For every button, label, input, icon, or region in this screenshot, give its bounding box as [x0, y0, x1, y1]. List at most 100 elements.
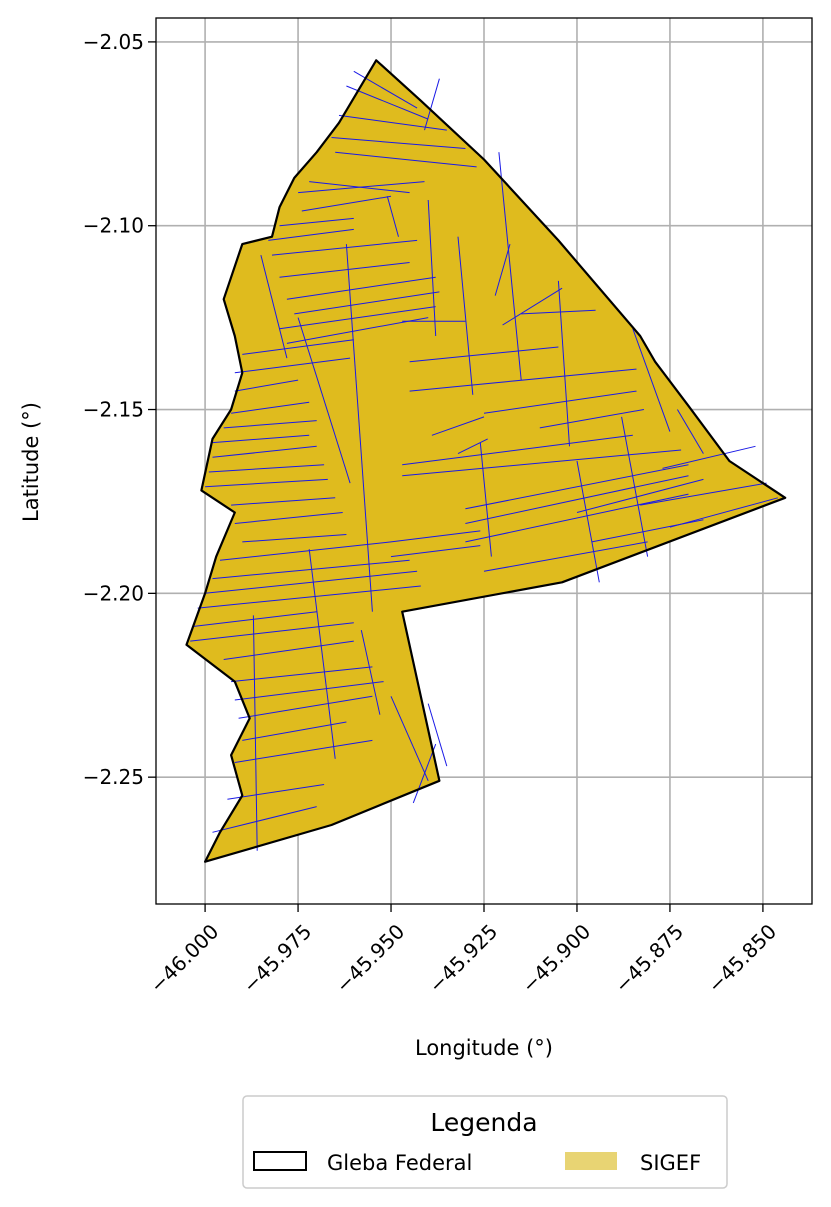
- parcel-boundary-line: [234, 512, 343, 524]
- parcel-boundary-line: [331, 137, 466, 149]
- parcel-boundary-line: [223, 640, 354, 660]
- parcel-boundary-line: [457, 236, 474, 395]
- parcel-boundary-line: [294, 291, 440, 315]
- gleba-federal-outline: [185, 59, 787, 863]
- parcel-boundary-line: [234, 379, 299, 392]
- parcel-boundary-line: [386, 196, 399, 237]
- legend-label-gleba: Gleba Federal: [327, 1151, 472, 1175]
- parcel-boundary-line: [424, 78, 440, 131]
- parcel-boundary-line: [412, 743, 437, 804]
- parcel-boundary-line: [539, 409, 644, 429]
- parcel-boundary-line: [483, 390, 637, 414]
- parcel-boundary-line: [205, 570, 418, 594]
- parcel-boundary-line: [234, 357, 351, 374]
- parcel-boundary-line: [402, 434, 633, 466]
- parcel-boundary-line: [427, 703, 448, 767]
- parcel-boundary-line: [190, 622, 354, 642]
- sigef-parcel-area: [186, 60, 786, 862]
- legend: Legenda Gleba Federal SIGEF: [242, 1095, 728, 1189]
- parcel-boundary-line: [271, 239, 418, 256]
- y-tick-label: −2.25: [83, 765, 144, 789]
- parcel-boundary-line: [409, 368, 637, 392]
- parcel-boundary-line: [345, 244, 373, 612]
- parcel-boundary-line: [669, 497, 778, 528]
- parcel-boundary-line: [234, 681, 384, 701]
- legend-title: Legenda: [430, 1108, 537, 1137]
- parcel-boundary-line: [286, 276, 436, 300]
- parcel-boundary-line: [360, 629, 381, 715]
- parcel-boundary-line: [557, 280, 570, 447]
- parcel-boundary-line: [212, 434, 310, 444]
- x-axis-title: Longitude (°): [415, 1036, 553, 1060]
- parcel-boundary-line: [402, 449, 682, 477]
- parcel-boundary-line: [234, 739, 373, 763]
- parcel-boundary-line: [242, 534, 347, 543]
- parcel-boundary-line: [260, 254, 288, 359]
- parcel-boundary-line: [676, 409, 704, 454]
- parcel-boundaries: [190, 70, 778, 851]
- parcel-boundary-line: [576, 478, 704, 513]
- parcel-boundary-line: [494, 243, 511, 296]
- parcel-boundary-line: [279, 306, 436, 330]
- y-axis-ticks: −2.05 −2.10 −2.15 −2.20 −2.25: [83, 30, 156, 789]
- parcel-boundary-line: [197, 585, 421, 609]
- parcel-boundary-line: [298, 181, 425, 194]
- parcel-boundary-line: [576, 460, 600, 583]
- y-tick-label: −2.10: [83, 214, 144, 238]
- parcel-boundary-line: [252, 615, 258, 851]
- parcel-boundary-line: [308, 549, 336, 759]
- parcel-boundary-line: [346, 85, 429, 120]
- y-tick-label: −2.05: [83, 30, 144, 54]
- parcel-boundary-line: [268, 228, 354, 241]
- parcel-boundary-line: [427, 199, 437, 337]
- y-tick-label: −2.20: [83, 581, 144, 605]
- parcel-boundary-line: [353, 70, 418, 109]
- parcel-boundary-line: [238, 695, 373, 719]
- parcel-boundary-line: [390, 545, 481, 558]
- parcel-boundary-line: [227, 784, 325, 800]
- parcel-boundary-line: [431, 416, 485, 436]
- parcel-boundary-line: [212, 559, 410, 580]
- parcel-boundary-line: [212, 445, 317, 458]
- parcel-boundary-line: [409, 346, 559, 363]
- parcel-boundary-line: [301, 195, 392, 212]
- parcel-boundary-line: [465, 475, 689, 524]
- parcel-boundary-line: [479, 442, 492, 557]
- parcel-boundary-line: [640, 482, 767, 506]
- parcel-boundary-line: [390, 696, 429, 782]
- parcel-boundary-line: [390, 530, 481, 543]
- parcel-boundary-line: [662, 445, 756, 469]
- parcel-boundary-line: [338, 114, 447, 131]
- legend-label-sigef: SIGEF: [640, 1151, 701, 1175]
- parcel-boundary-line: [212, 806, 317, 833]
- parcel-boundary-line: [286, 317, 429, 344]
- y-tick-label: −2.15: [83, 398, 144, 422]
- parcel-boundary-line: [621, 416, 649, 557]
- parcel-boundary-line: [483, 541, 648, 572]
- parcel-boundary-line: [279, 262, 410, 278]
- parcel-boundary-line: [465, 464, 689, 510]
- parcel-boundary-line: [502, 287, 563, 326]
- legend-swatch-gleba: [253, 1151, 307, 1171]
- parcel-boundary-line: [465, 493, 689, 543]
- parcel-boundary-line: [632, 328, 671, 432]
- parcel-boundary-line: [498, 152, 522, 381]
- parcel-boundary-line: [231, 497, 336, 506]
- parcel-boundary-line: [231, 401, 310, 414]
- y-axis-title: Latitude (°): [19, 402, 43, 522]
- parcel-boundary-line: [223, 420, 317, 429]
- parcel-boundary-line: [335, 151, 477, 168]
- parcel-boundary-line: [279, 217, 354, 227]
- parcel-boundary-line: [193, 611, 317, 627]
- parcel-boundary-line: [521, 309, 596, 315]
- parcel-boundary-line: [242, 339, 354, 355]
- parcel-boundary-line: [297, 317, 351, 484]
- parcel-boundary-line: [242, 721, 347, 741]
- parcel-boundary-line: [457, 438, 488, 455]
- legend-swatch-sigef: [565, 1152, 617, 1170]
- parcel-boundary-line: [205, 478, 328, 488]
- map-layer: [185, 59, 787, 863]
- parcel-boundary-line: [219, 541, 392, 561]
- parcel-boundary-line: [208, 464, 325, 473]
